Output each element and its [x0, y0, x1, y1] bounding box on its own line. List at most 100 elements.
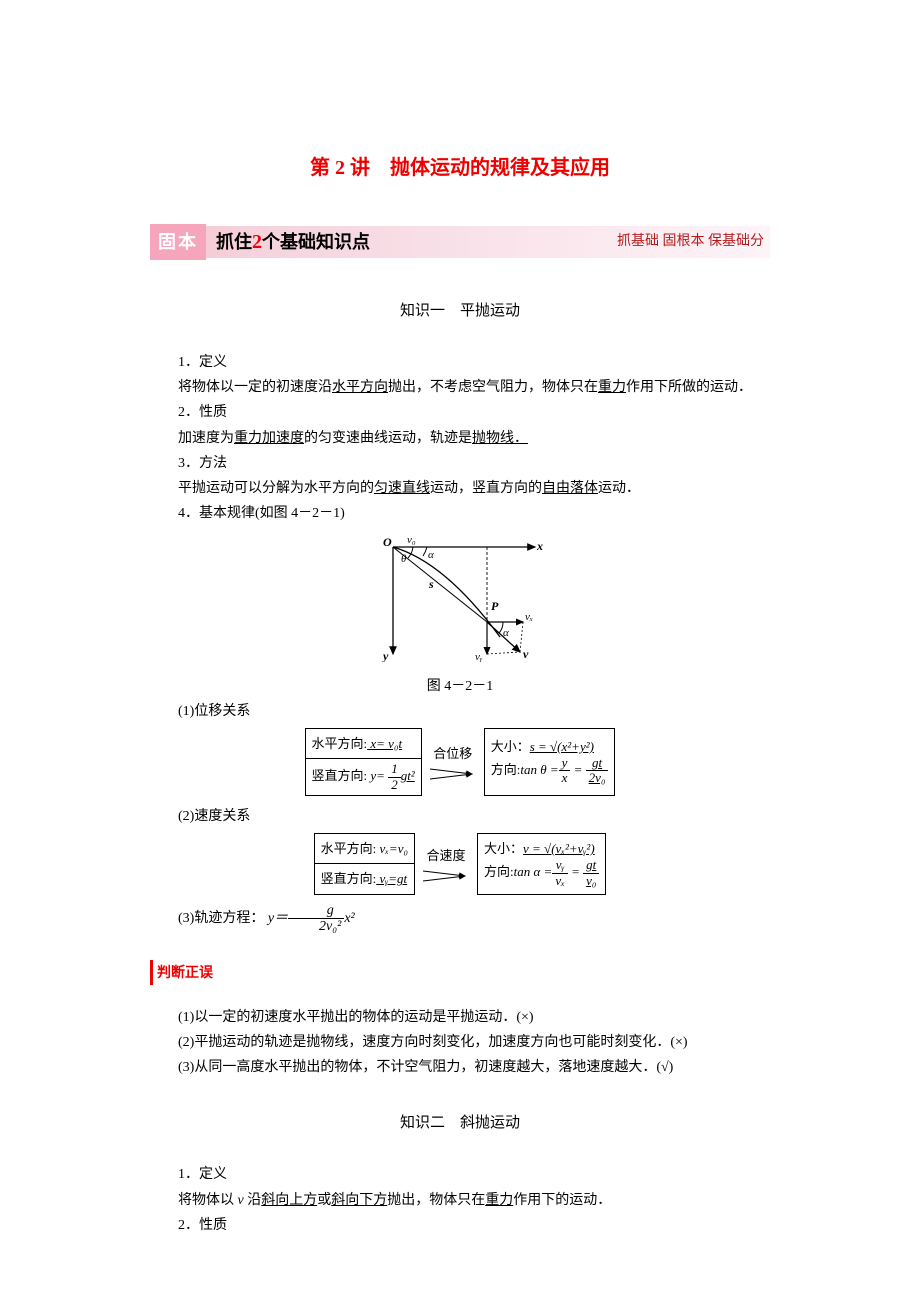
frac: gtv₀ [583, 858, 599, 888]
rel-right-col: 大小：v = √(vₓ²+vᵧ²) 方向:tan α =vᵧvₓ = gtv₀ [477, 833, 606, 895]
label: 方向: [491, 762, 521, 777]
def-2-label: 2．性质 [150, 400, 770, 425]
label: 水平方向: [321, 841, 377, 856]
banner-main-text: 抓住2个基础知识点 [206, 224, 370, 260]
relation-1-label: (1)位移关系 [150, 699, 770, 724]
banner-number: 2 [252, 231, 262, 253]
den: x [559, 771, 571, 785]
arrow-col: 合速度 [415, 833, 477, 895]
den: 2v₀ [589, 770, 606, 785]
text: 将物体以 [178, 1193, 238, 1208]
velocity-relation-box: 水平方向: vₓ=v₀ 竖直方向: vᵧ=gt 合速度 大小：v = √(vₓ²… [150, 833, 770, 895]
def-1-label: 1．定义 [150, 350, 770, 375]
section-banner: 固本 抓住2个基础知识点 抓基础 固根本 保基础分 [150, 226, 770, 258]
def-4-label: 4．基本规律(如图 4－2－1) [150, 501, 770, 526]
vertical-displacement: 竖直方向: y= 12gt² [305, 759, 422, 796]
def-3-label: 3．方法 [150, 451, 770, 476]
magnitude-line: 大小：v = √(vₓ²+vᵧ²) [484, 840, 599, 858]
text: 运动，竖直方向的 [430, 481, 542, 496]
arrow-col: 合位移 [422, 728, 484, 796]
judge-heading: 判断正误 [150, 960, 770, 985]
frac: yx [559, 756, 571, 786]
relation-2-label: (2)速度关系 [150, 804, 770, 829]
text: 运动． [598, 481, 640, 496]
underline: 重力 [485, 1193, 513, 1208]
horizontal-velocity: 水平方向: vₓ=v₀ [314, 833, 415, 864]
trajectory-equation: (3)轨迹方程： y＝g2v₀²x² [150, 903, 770, 935]
text: 加速度为 [178, 431, 234, 446]
underline: 自由落体 [542, 481, 598, 496]
underline: 斜向上方 [261, 1193, 317, 1208]
rel-right-col: 大小：s = √(x²+y²) 方向:tan θ =yx = gt2v₀ [484, 728, 616, 796]
figure-caption: 图 4－2－1 [150, 674, 770, 699]
projectile-diagram: O v₀ θ α x s P vₓ vᵧ v α y [150, 532, 770, 671]
underline: 匀速直线 [374, 481, 430, 496]
num: y [559, 756, 571, 771]
label: 大小： [484, 841, 523, 856]
svg-text:θ: θ [401, 553, 407, 565]
text: = [570, 762, 585, 777]
frac: g2v₀² [288, 903, 344, 935]
svg-text:y: y [381, 649, 389, 662]
num: 1 [388, 762, 401, 777]
arrow-label: 合位移 [433, 742, 472, 765]
svg-text:vᵧ: vᵧ [475, 651, 483, 662]
text: = [568, 864, 583, 879]
text: 作用下的运动． [513, 1193, 611, 1208]
svg-text:P: P [491, 599, 499, 613]
magnitude-line: 大小：s = √(x²+y²) [491, 738, 609, 756]
text: 将物体以一定的初速度沿 [178, 380, 332, 395]
direction-line: 方向:tan α =vᵧvₓ = gtv₀ [484, 858, 599, 888]
arrow-label: 合速度 [426, 844, 465, 867]
rel-left-col: 水平方向: x= v₀t 竖直方向: y= 12gt² [305, 728, 422, 796]
label: 竖直方向: [321, 871, 377, 886]
frac: vᵧvₓ [552, 858, 567, 888]
text: y= [367, 768, 388, 783]
svg-text:α: α [428, 549, 434, 561]
num: gt [586, 857, 596, 872]
eq: s = √(x²+y²) [530, 739, 594, 754]
direction-line: 方向:tan θ =yx = gt2v₀ [491, 756, 609, 786]
displacement-relation-box: 水平方向: x= v₀t 竖直方向: y= 12gt² 合位移 大小：s = √… [150, 728, 770, 796]
eq: gt² [401, 768, 415, 783]
num: gt [592, 755, 602, 770]
banner-right-tagline: 抓基础 固根本 保基础分 [617, 229, 770, 254]
horizontal-displacement: 水平方向: x= v₀t [305, 728, 422, 759]
text: 抛出，物体只在 [387, 1193, 485, 1208]
page-title: 第 2 讲 抛体运动的规律及其应用 [150, 150, 770, 186]
banner-left-tag: 固本 [150, 224, 206, 260]
svg-text:s: s [428, 577, 434, 591]
num: vᵧ [552, 858, 567, 873]
den: vₓ [552, 874, 567, 888]
sec2-def1-label: 1．定义 [150, 1162, 770, 1187]
underline: 重力 [598, 380, 626, 395]
svg-text:v₀: v₀ [407, 534, 416, 546]
text: 作用下所做的运动． [626, 380, 752, 395]
knowledge-2-heading: 知识二 斜抛运动 [150, 1110, 770, 1137]
eq: vᵧ=gt [376, 871, 407, 886]
rel-left-col: 水平方向: vₓ=v₀ 竖直方向: vᵧ=gt [314, 833, 415, 895]
den: 2 [388, 778, 401, 792]
num: g [288, 903, 344, 919]
def-3-body: 平抛运动可以分解为水平方向的匀速直线运动，竖直方向的自由落体运动． [150, 476, 770, 501]
label: 方向: [484, 864, 514, 879]
text: 沿 [244, 1193, 262, 1208]
den: 2v₀² [288, 919, 344, 934]
banner-post: 个基础知识点 [262, 232, 370, 252]
svg-text:α: α [503, 627, 509, 639]
def-2-body: 加速度为重力加速度的匀变速曲线运动，轨迹是抛物线． [150, 426, 770, 451]
text: 抛出，不考虑空气阻力，物体只在 [388, 380, 598, 395]
judge-q2: (2)平抛运动的轨迹是抛物线，速度方向时刻变化，加速度方向也可能时刻变化．(×) [150, 1030, 770, 1055]
label: (3)轨迹方程： [178, 911, 264, 926]
text: 的匀变速曲线运动，轨迹是 [304, 431, 472, 446]
banner-pre: 抓住 [216, 232, 252, 252]
def-1-body: 将物体以一定的初速度沿水平方向抛出，不考虑空气阻力，物体只在重力作用下所做的运动… [150, 375, 770, 400]
underline: 抛物线． [472, 431, 528, 446]
underline: 重力加速度 [234, 431, 304, 446]
svg-text:vₓ: vₓ [525, 611, 533, 623]
label: 大小： [491, 739, 530, 754]
frac: gt2v₀ [586, 756, 609, 786]
eq: x= v₀t [367, 736, 402, 751]
eq: vₓ=v₀ [376, 841, 408, 856]
eq: v = √(vₓ²+vᵧ²) [523, 841, 595, 856]
